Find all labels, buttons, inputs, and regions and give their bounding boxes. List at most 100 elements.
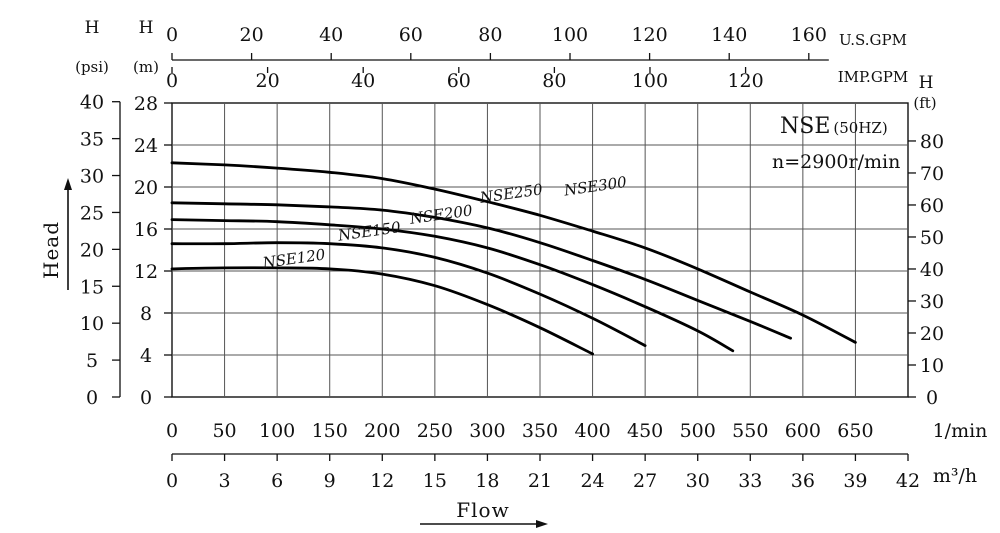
x-tick-label-m3h: 12 (370, 470, 394, 492)
y-tick-label-psi: 30 (80, 166, 104, 188)
ylabel: Head (39, 221, 63, 279)
x-tick-label-imp-gpm: 60 (447, 70, 471, 92)
x-tick-label-lpm: 450 (627, 420, 663, 442)
y-tick-label-m: 20 (134, 177, 158, 199)
y-tick-label-psi: 5 (86, 350, 98, 372)
y-tick-label-ft: 60 (920, 195, 944, 217)
grid (171, 102, 909, 398)
y-unit-top-psi: H (85, 18, 100, 38)
x-tick-label-us-gpm: 140 (711, 24, 747, 46)
y-tick-label-ft: 50 (920, 227, 944, 249)
x-tick-label-m3h: 6 (271, 470, 283, 492)
x-tick-label-m3h: 36 (791, 470, 815, 492)
x-tick-label-m3h: 30 (686, 470, 710, 492)
x-tick-label-us-gpm: 80 (478, 24, 502, 46)
y-tick-label-m: 0 (140, 387, 152, 409)
x-tick-label-us-gpm: 20 (240, 24, 264, 46)
xlabel-arrow-head (536, 520, 548, 528)
x-tick-label-imp-gpm: 0 (166, 70, 178, 92)
y-tick-label-psi: 40 (80, 92, 104, 114)
x-tick-label-m3h: 15 (423, 470, 447, 492)
x-tick-label-lpm: 350 (522, 420, 558, 442)
xlabel: Flow (456, 498, 509, 522)
x-tick-label-lpm: 250 (417, 420, 453, 442)
x-tick-label-us-gpm: 120 (631, 24, 667, 46)
axes (112, 53, 916, 461)
x-tick-label-m3h: 39 (843, 470, 867, 492)
y-tick-label-ft: 0 (926, 387, 938, 409)
y-unit-ft: (ft) (913, 94, 936, 112)
x-tick-label-m3h: 9 (324, 470, 336, 492)
x-unit-lpm: 1/min (933, 420, 988, 442)
curve-nse250 (170, 201, 792, 340)
x-tick-label-m3h: 3 (219, 470, 231, 492)
y-tick-label-psi: 0 (86, 387, 98, 409)
y-tick-label-m: 8 (140, 303, 152, 325)
y-tick-label-ft: 80 (920, 131, 944, 153)
curve-nse300 (170, 161, 857, 344)
x-axis-title: Flow (420, 498, 548, 528)
x-tick-label-lpm: 550 (732, 420, 768, 442)
x-tick-label-lpm: 150 (312, 420, 348, 442)
ylabel-arrow-head (64, 178, 72, 190)
x-tick-label-us-gpm: 100 (552, 24, 588, 46)
y-axis-title: Head (39, 178, 72, 290)
x-tick-label-m3h: 21 (528, 470, 552, 492)
x-tick-label-lpm: 200 (364, 420, 400, 442)
y-unit-m: (m) (133, 58, 159, 76)
x-tick-label-lpm: 300 (469, 420, 505, 442)
x-tick-label-m3h: 33 (738, 470, 762, 492)
x-tick-label-imp-gpm: 40 (351, 70, 375, 92)
x-unit-imp-gpm: IMP.GPM (838, 68, 909, 86)
chart-title-block: NSE (50HZ) n=2900r/min (772, 114, 900, 173)
x-tick-label-imp-gpm: 20 (256, 70, 280, 92)
y-tick-label-ft: 20 (920, 323, 944, 345)
x-tick-label-lpm: 600 (785, 420, 821, 442)
x-tick-label-us-gpm: 40 (319, 24, 343, 46)
x-tick-label-us-gpm: 60 (399, 24, 423, 46)
y-tick-label-m: 4 (140, 345, 152, 367)
curve-nse200 (170, 218, 735, 353)
x-tick-label-imp-gpm: 120 (727, 70, 763, 92)
x-tick-label-us-gpm: 160 (791, 24, 827, 46)
y-tick-label-ft: 40 (920, 259, 944, 281)
y-tick-label-ft: 30 (920, 291, 944, 313)
x-tick-label-lpm: 500 (680, 420, 716, 442)
y-tick-label-psi: 35 (80, 129, 104, 151)
x-tick-label-imp-gpm: 100 (632, 70, 668, 92)
y-unit-psi: (psi) (75, 58, 109, 76)
x-tick-label-lpm: 400 (574, 420, 610, 442)
axis-labels: 0481216202428H(m)0510152025303540H(psi)0… (75, 18, 987, 492)
x-tick-label-us-gpm: 0 (166, 24, 178, 46)
curve-nse150 (170, 241, 647, 347)
x-tick-label-lpm: 100 (259, 420, 295, 442)
y-tick-label-ft: 70 (920, 163, 944, 185)
x-tick-label-m3h: 42 (896, 470, 920, 492)
y-tick-label-m: 28 (134, 93, 158, 115)
x-tick-label-lpm: 650 (837, 420, 873, 442)
curve-nse120 (170, 266, 594, 356)
y-tick-label-m: 16 (134, 219, 158, 241)
y-unit-top-ft: H (919, 73, 934, 93)
x-tick-label-lpm: 0 (166, 420, 178, 442)
performance-curves (170, 161, 857, 356)
y-tick-label-m: 12 (134, 261, 158, 283)
y-tick-label-psi: 25 (80, 202, 104, 224)
x-tick-label-lpm: 50 (212, 420, 236, 442)
chart-title: NSE (50HZ) (780, 114, 888, 139)
y-tick-label-m: 24 (134, 135, 158, 157)
x-unit-us-gpm: U.S.GPM (839, 31, 907, 49)
y-tick-label-psi: 10 (80, 313, 104, 335)
x-tick-label-m3h: 24 (580, 470, 604, 492)
x-tick-label-m3h: 18 (475, 470, 499, 492)
y-tick-label-psi: 20 (80, 239, 104, 261)
chart-subtitle: n=2900r/min (772, 151, 900, 173)
y-tick-label-psi: 15 (80, 276, 104, 298)
x-unit-m3h: m³/h (933, 465, 977, 487)
x-tick-label-imp-gpm: 80 (542, 70, 566, 92)
series-label-nse150: NSE150 (336, 218, 402, 245)
x-tick-label-m3h: 27 (633, 470, 657, 492)
y-tick-label-ft: 10 (920, 355, 944, 377)
y-unit-top-m: H (139, 18, 154, 38)
